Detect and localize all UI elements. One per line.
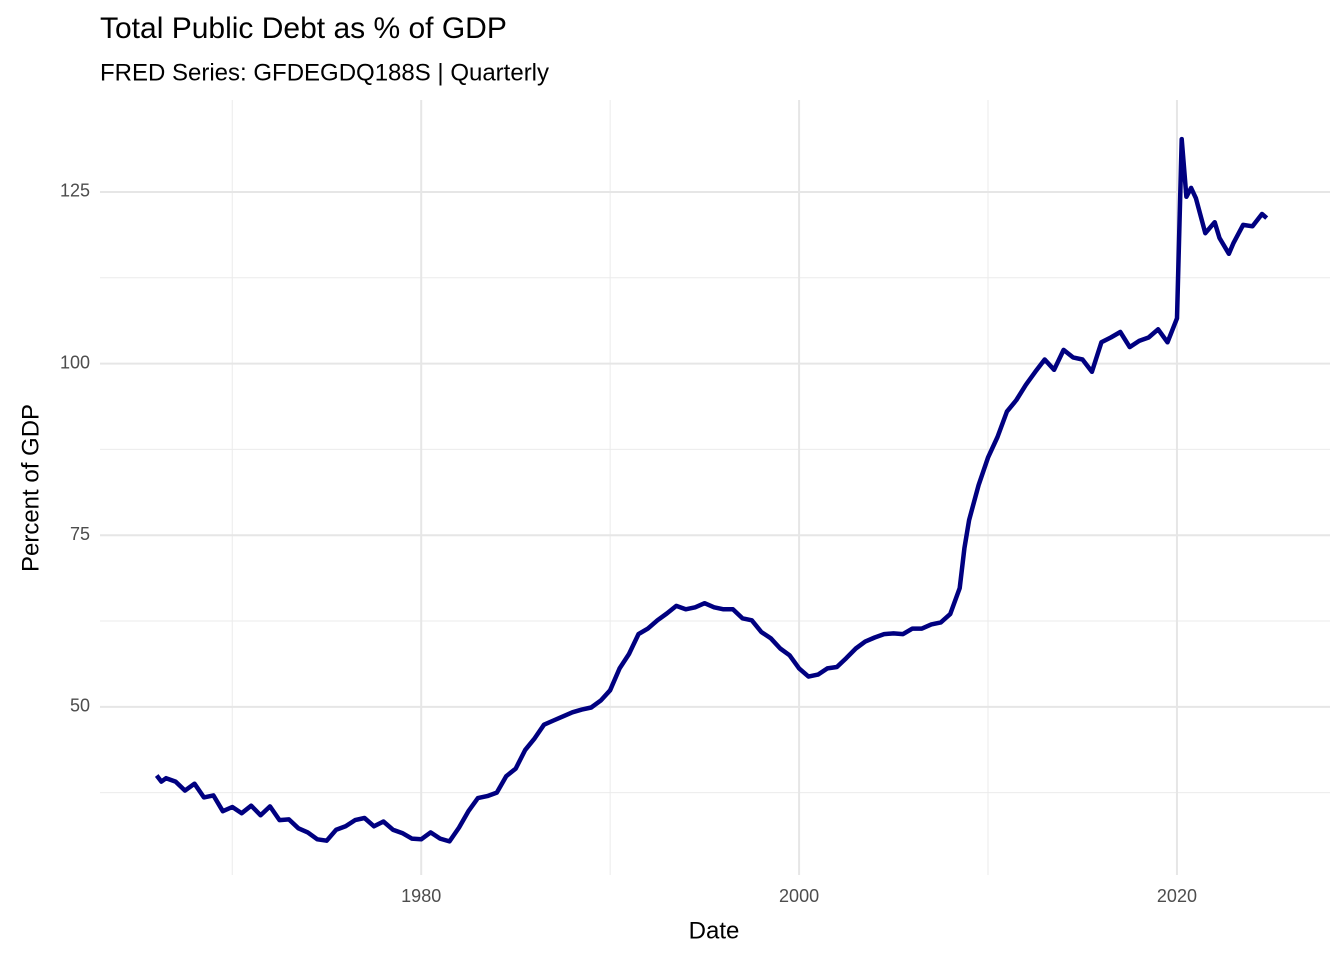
data-line bbox=[154, 136, 1269, 844]
chart-subtitle: FRED Series: GFDEGDQ188S | Quarterly bbox=[100, 59, 549, 86]
y-tick-label: 50 bbox=[70, 696, 90, 716]
y-tick-label: 75 bbox=[70, 524, 90, 544]
x-tick-label: 2020 bbox=[1157, 886, 1197, 906]
y-tick-label: 125 bbox=[60, 181, 90, 201]
y-tick-label: 100 bbox=[60, 352, 90, 372]
y-axis-label: Percent of GDP bbox=[17, 404, 44, 572]
x-axis-label: Date bbox=[689, 917, 740, 944]
chart-title: Total Public Debt as % of GDP bbox=[100, 12, 507, 45]
x-tick-label: 1980 bbox=[401, 886, 441, 906]
x-tick-label: 2000 bbox=[779, 886, 819, 906]
